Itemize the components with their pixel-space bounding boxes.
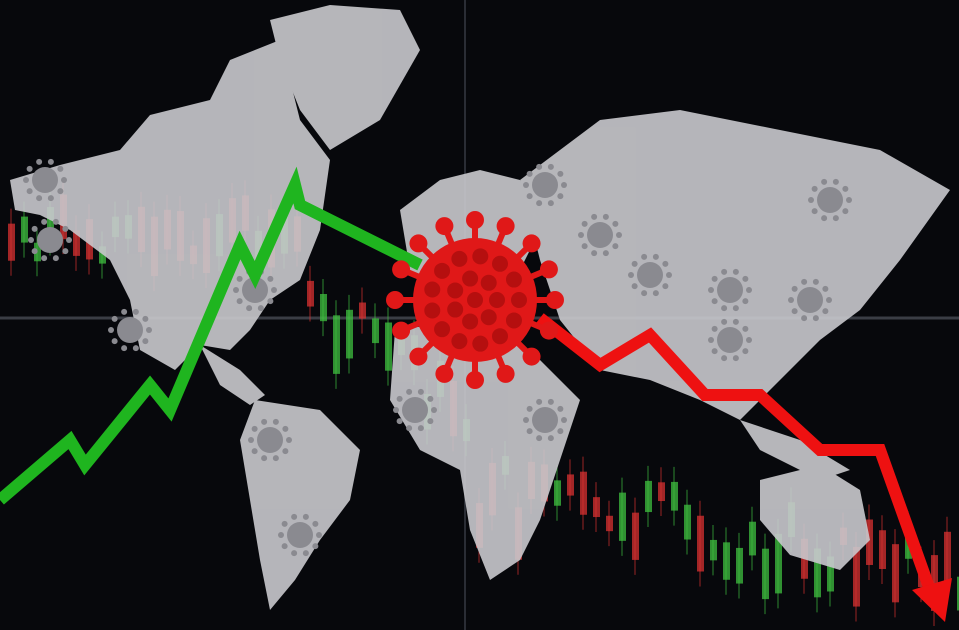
candle-body — [320, 293, 327, 322]
candle-body — [710, 539, 717, 561]
falling-trend-line — [536, 313, 936, 593]
virus-icon — [233, 268, 277, 312]
candle-body — [346, 309, 353, 359]
candle-body — [554, 480, 561, 506]
candle-body — [736, 547, 743, 584]
virus-icon — [523, 398, 567, 442]
candle-body — [671, 481, 678, 511]
candle-body — [372, 318, 379, 344]
candle-body — [684, 504, 691, 540]
virus-icon — [578, 213, 622, 257]
southeast-asia — [740, 420, 850, 480]
candle-body — [723, 542, 730, 580]
central-america — [200, 345, 265, 405]
virus-icon — [23, 158, 67, 202]
candle-body — [853, 546, 860, 607]
virus-icon — [28, 218, 72, 262]
virus-icon — [523, 163, 567, 207]
candle-body — [619, 492, 626, 541]
candle-body — [879, 530, 886, 569]
candle-body — [307, 280, 314, 307]
candle-body — [658, 482, 665, 502]
candle-body — [866, 519, 873, 565]
virus-icon — [248, 418, 292, 462]
candle-body — [775, 533, 782, 594]
candle-body — [567, 474, 574, 496]
candle-body — [385, 322, 392, 371]
candle-body — [359, 302, 366, 319]
candle-body — [749, 521, 756, 556]
virus-icon — [808, 178, 852, 222]
candle-body — [632, 512, 639, 560]
virus-icon — [278, 513, 322, 557]
virus-icon — [386, 211, 564, 389]
candle-body — [697, 515, 704, 572]
asia — [520, 110, 950, 420]
africa — [390, 320, 580, 580]
virus-markers — [23, 158, 852, 557]
candle-body — [944, 531, 951, 585]
south-america — [240, 400, 360, 610]
down-arrow-icon — [912, 578, 952, 622]
virus-icon — [393, 388, 437, 432]
candle-body — [47, 207, 54, 241]
australia — [760, 465, 870, 570]
candle-body — [827, 556, 834, 592]
candle-body — [762, 548, 769, 600]
candle-body — [931, 555, 938, 611]
rising-trend-line — [0, 166, 423, 505]
candle-body — [957, 576, 959, 611]
virus-icon — [108, 308, 152, 352]
candle-body — [99, 246, 106, 264]
candle-body — [892, 544, 899, 603]
candle-body — [333, 315, 340, 374]
candle-body — [645, 480, 652, 513]
candle-body — [814, 548, 821, 598]
virus-icon — [788, 278, 832, 322]
candle-body — [593, 497, 600, 518]
candle-body — [73, 230, 80, 256]
candle-body — [606, 515, 613, 532]
virus-icon — [708, 268, 752, 312]
virus-icon — [628, 253, 672, 297]
candle-body — [21, 216, 28, 243]
candle-body — [8, 223, 15, 261]
greenland — [270, 5, 420, 150]
candle-body — [580, 471, 587, 515]
virus-icon — [708, 318, 752, 362]
